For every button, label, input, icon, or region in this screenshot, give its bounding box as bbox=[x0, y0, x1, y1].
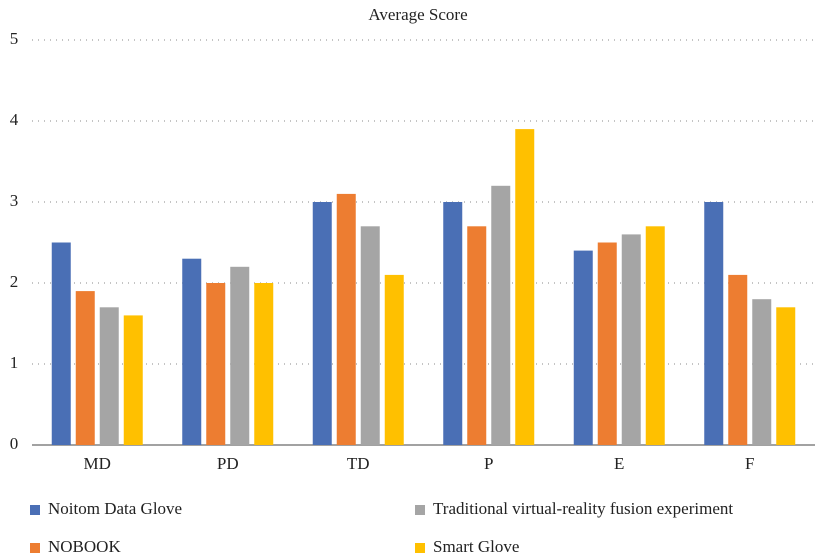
bar bbox=[704, 202, 724, 445]
bar bbox=[75, 291, 95, 445]
x-tick-label: TD bbox=[347, 454, 370, 473]
bar bbox=[467, 226, 487, 445]
y-tick-label: 3 bbox=[10, 191, 19, 210]
x-tick-label: P bbox=[484, 454, 493, 473]
y-tick-label: 1 bbox=[10, 353, 19, 372]
bar bbox=[491, 185, 511, 446]
x-tick-label: MD bbox=[84, 454, 111, 473]
bar bbox=[206, 283, 226, 445]
bar bbox=[182, 258, 202, 445]
chart-title: Average Score bbox=[368, 5, 467, 24]
bar bbox=[573, 250, 593, 445]
legend-swatch bbox=[415, 505, 425, 515]
x-tick-label: E bbox=[614, 454, 624, 473]
bar bbox=[621, 234, 641, 445]
legend-swatch bbox=[30, 543, 40, 553]
bar bbox=[336, 193, 356, 445]
bar bbox=[123, 315, 143, 445]
y-tick-label: 5 bbox=[10, 29, 19, 48]
bar bbox=[515, 129, 535, 445]
bar bbox=[728, 274, 748, 445]
legend-label: Smart Glove bbox=[433, 537, 519, 556]
legend-swatch bbox=[415, 543, 425, 553]
bar bbox=[597, 242, 617, 445]
bar bbox=[384, 274, 404, 445]
legend-label: Noitom Data Glove bbox=[48, 499, 182, 518]
bar bbox=[51, 242, 71, 445]
bar bbox=[254, 283, 274, 445]
y-tick-label: 0 bbox=[10, 434, 19, 453]
bar bbox=[752, 299, 772, 445]
y-tick-label: 4 bbox=[10, 110, 19, 129]
bar bbox=[99, 307, 119, 445]
bar bbox=[645, 226, 665, 445]
legend-label: Traditional virtual-reality fusion exper… bbox=[433, 499, 733, 518]
bar bbox=[360, 226, 380, 445]
bar bbox=[443, 202, 463, 445]
bar bbox=[230, 266, 250, 445]
bar bbox=[776, 307, 796, 445]
x-tick-label: PD bbox=[217, 454, 239, 473]
y-tick-label: 2 bbox=[10, 272, 19, 291]
legend-label: NOBOOK bbox=[48, 537, 121, 556]
x-tick-label: F bbox=[745, 454, 754, 473]
legend-swatch bbox=[30, 505, 40, 515]
bar bbox=[312, 202, 332, 445]
